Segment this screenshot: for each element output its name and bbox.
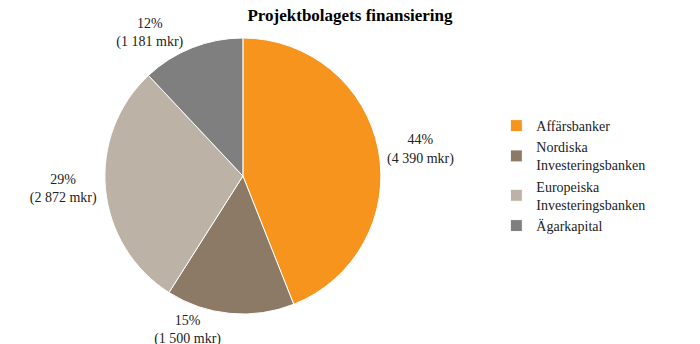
svg-text:12%(1 181 mkr): 12%(1 181 mkr) [116, 16, 183, 50]
svg-text:29%(2 872 mkr): 29%(2 872 mkr) [30, 172, 97, 206]
svg-text:Projektbolagets finansiering: Projektbolagets finansiering [247, 6, 453, 25]
svg-text:15%(1 500 mkr): 15%(1 500 mkr) [154, 313, 221, 344]
svg-text:Affärsbanker: Affärsbanker [536, 119, 610, 134]
svg-text:44%(4 390 mkr): 44%(4 390 mkr) [387, 132, 454, 166]
svg-text:NordiskaInvesteringsbanken: NordiskaInvesteringsbanken [536, 140, 645, 173]
svg-text:EuropeiskaInvesteringsbanken: EuropeiskaInvesteringsbanken [536, 180, 645, 213]
svg-text:Ägarkapital: Ägarkapital [536, 218, 602, 234]
